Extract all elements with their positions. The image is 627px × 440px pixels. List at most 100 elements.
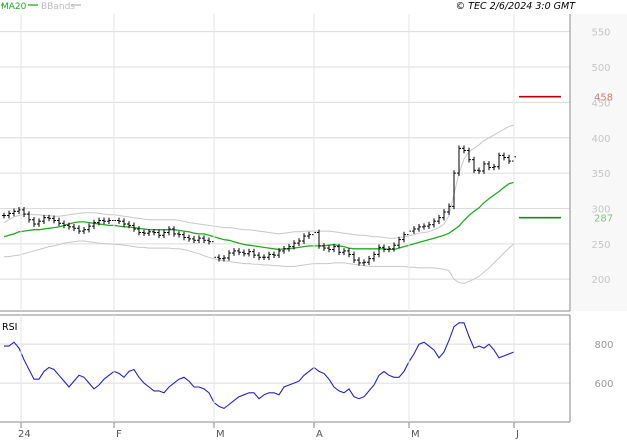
rsi-line <box>4 322 515 410</box>
ohlc-bar <box>77 225 81 234</box>
bbands-legend-label: BBands <box>41 2 75 12</box>
ohlc-bar <box>227 250 231 261</box>
ohlc-bar <box>412 226 416 234</box>
ohlc-bar <box>142 229 146 237</box>
ohlc-bar <box>392 242 396 252</box>
ma20-legend-label: MA20 <box>1 2 27 12</box>
ohlc-bar <box>127 221 131 229</box>
ohlc-bar <box>472 156 476 174</box>
ohlc-bar <box>267 251 271 261</box>
rsi-gridlines <box>0 343 570 384</box>
ohlc-bar <box>507 154 511 164</box>
bollinger-lower-line <box>4 240 515 284</box>
ohlc-bar <box>92 219 96 229</box>
ohlc-bar <box>502 152 506 161</box>
ohlc-bar <box>302 233 306 244</box>
ohlc-bar <box>57 217 61 227</box>
ohlc-bar <box>427 221 431 229</box>
ohlc-bar <box>292 240 296 250</box>
ohlc-bar <box>277 248 281 258</box>
ohlc-bar <box>447 203 451 215</box>
ma20-line <box>3 181 515 251</box>
ohlc-bar <box>367 255 371 266</box>
bollinger-upper-line <box>3 124 515 239</box>
ohlc-bar <box>377 244 381 258</box>
ohlc-bar <box>487 161 491 171</box>
x-tick-label: M <box>411 429 420 440</box>
ohlc-bar <box>482 161 486 174</box>
legend: MA20 BBands <box>1 2 81 12</box>
rsi-title: RSI <box>2 322 17 333</box>
ohlc-bar <box>192 236 196 244</box>
ohlc-bar <box>82 226 86 234</box>
ohlc-bar <box>352 251 356 263</box>
ohlc-bar <box>27 211 31 223</box>
ohlc-bar <box>237 248 241 256</box>
ohlc-bar <box>62 220 66 229</box>
ohlc-bar <box>347 248 351 258</box>
ohlc-bar <box>317 229 321 249</box>
ohlc-bar <box>187 234 191 242</box>
ohlc-bar <box>172 226 176 237</box>
ohlc-bar <box>232 248 236 256</box>
ohlc-bar <box>72 224 76 232</box>
ohlc-bar <box>47 214 51 222</box>
ohlc-bar <box>117 217 121 225</box>
ohlc-bar <box>342 248 346 256</box>
ohlc-bar <box>397 236 401 249</box>
ohlc-bar <box>7 210 11 219</box>
ohlc-bar <box>32 216 36 227</box>
ohlc-bar <box>182 231 186 241</box>
ohlc-bar <box>122 218 126 227</box>
ohlc-bar <box>22 207 26 217</box>
ohlc-bar <box>137 226 141 236</box>
ohlc-bar <box>417 224 421 232</box>
ohlc-bar <box>147 228 151 237</box>
ohlc-bar <box>322 243 326 251</box>
x-tick-label: F <box>116 429 122 440</box>
ohlc-bar <box>197 235 201 244</box>
ohlc-bar <box>207 237 211 245</box>
rsi-tick-label: 600 <box>594 379 613 390</box>
ohlc-bar <box>372 251 376 262</box>
ohlc-bar <box>252 248 256 258</box>
ohlc-bar <box>12 208 16 217</box>
ohlc-bar <box>167 226 171 236</box>
ohlc-bar <box>157 229 161 239</box>
price-gridlines <box>0 31 570 280</box>
x-axis: 24 F M A M J <box>18 14 519 440</box>
ohlc-bar <box>467 147 471 163</box>
ohlc-bar <box>337 243 341 256</box>
ohlc-bar <box>152 228 156 236</box>
ohlc-bar <box>257 252 261 261</box>
ohlc-bar <box>97 217 101 226</box>
ohlc-bar <box>287 243 291 252</box>
ohlc-bar <box>402 231 406 243</box>
ohlc-bar <box>387 245 391 253</box>
ohlc-bar <box>222 255 226 262</box>
ohlc-bar <box>362 259 366 266</box>
ohlc-bar <box>477 167 481 174</box>
price-axis-gutter <box>571 14 627 311</box>
copyright-label: © TEC 2/6/2024 3:0 GMT <box>456 1 577 12</box>
ohlc-bar <box>132 222 136 232</box>
ohlc-bar <box>457 145 461 176</box>
ohlc-bar <box>217 254 221 262</box>
ohlc-bar <box>327 245 331 253</box>
x-tick-label: A <box>316 429 323 440</box>
ohlc-bar <box>2 212 6 219</box>
ohlc-bar <box>282 245 286 254</box>
ohlc-bar <box>177 231 181 238</box>
ohlc-bar <box>42 214 46 225</box>
price-panel: 200250300350400450500550 458287 <box>0 14 613 312</box>
ohlc-bar <box>272 251 276 258</box>
ohlc-bar <box>52 215 56 224</box>
rsi-panel: RSI 600 800 <box>0 314 614 423</box>
ohlc-bar <box>247 248 251 257</box>
ohlc-bar <box>357 257 361 266</box>
ohlc-bar <box>307 231 311 239</box>
ohlc-bar <box>437 214 441 225</box>
ohlc-bar <box>422 223 426 230</box>
ohlc-bar <box>262 254 266 261</box>
